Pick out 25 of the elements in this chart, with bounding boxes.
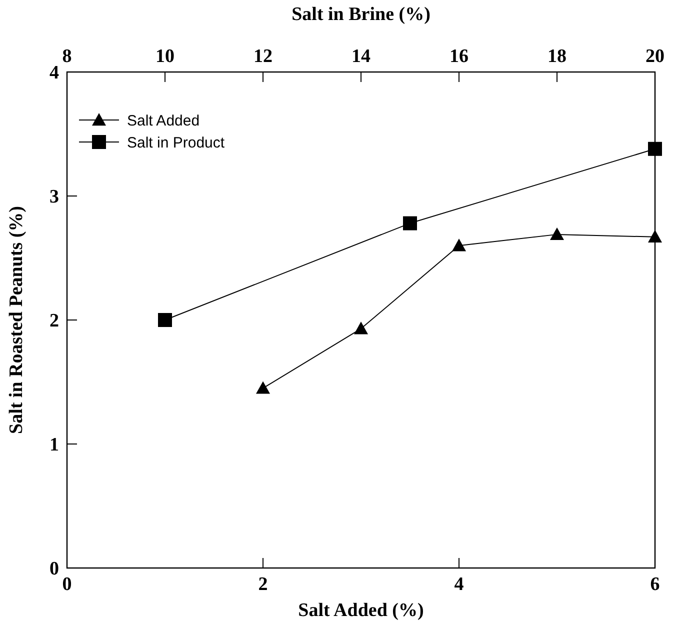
point [550,227,564,240]
x2-tick-label: 8 [62,46,72,67]
point [256,381,270,394]
point [648,230,662,243]
y-tick-label: 2 [50,310,59,332]
x2-tick-label: 10 [156,46,174,67]
x2-tick-label: 16 [450,46,468,67]
legend-label: Salt in Product [127,134,226,152]
y-axis-title: Salt in Roasted Peanuts (%) [6,206,27,434]
x2-tick-label: 20 [646,46,664,67]
x-tick-label: 6 [650,574,660,595]
x-tick-label: 4 [454,574,464,595]
x-axis-title: Salt Added (%) [298,600,424,621]
legend-label: Salt Added [127,112,200,130]
x2-tick-label: 12 [254,46,272,67]
y-tick-label: 1 [50,434,59,456]
x2-axis-title: Salt in Brine (%) [292,4,430,25]
y-tick-label: 3 [50,186,59,208]
x2-tick-label: 18 [548,46,566,67]
x-tick-label: 2 [258,574,268,595]
y-tick-label: 0 [50,558,59,580]
point [354,322,368,334]
y-tick-label: 4 [50,62,60,84]
point [452,238,466,252]
x2-tick-label: 14 [352,46,371,67]
